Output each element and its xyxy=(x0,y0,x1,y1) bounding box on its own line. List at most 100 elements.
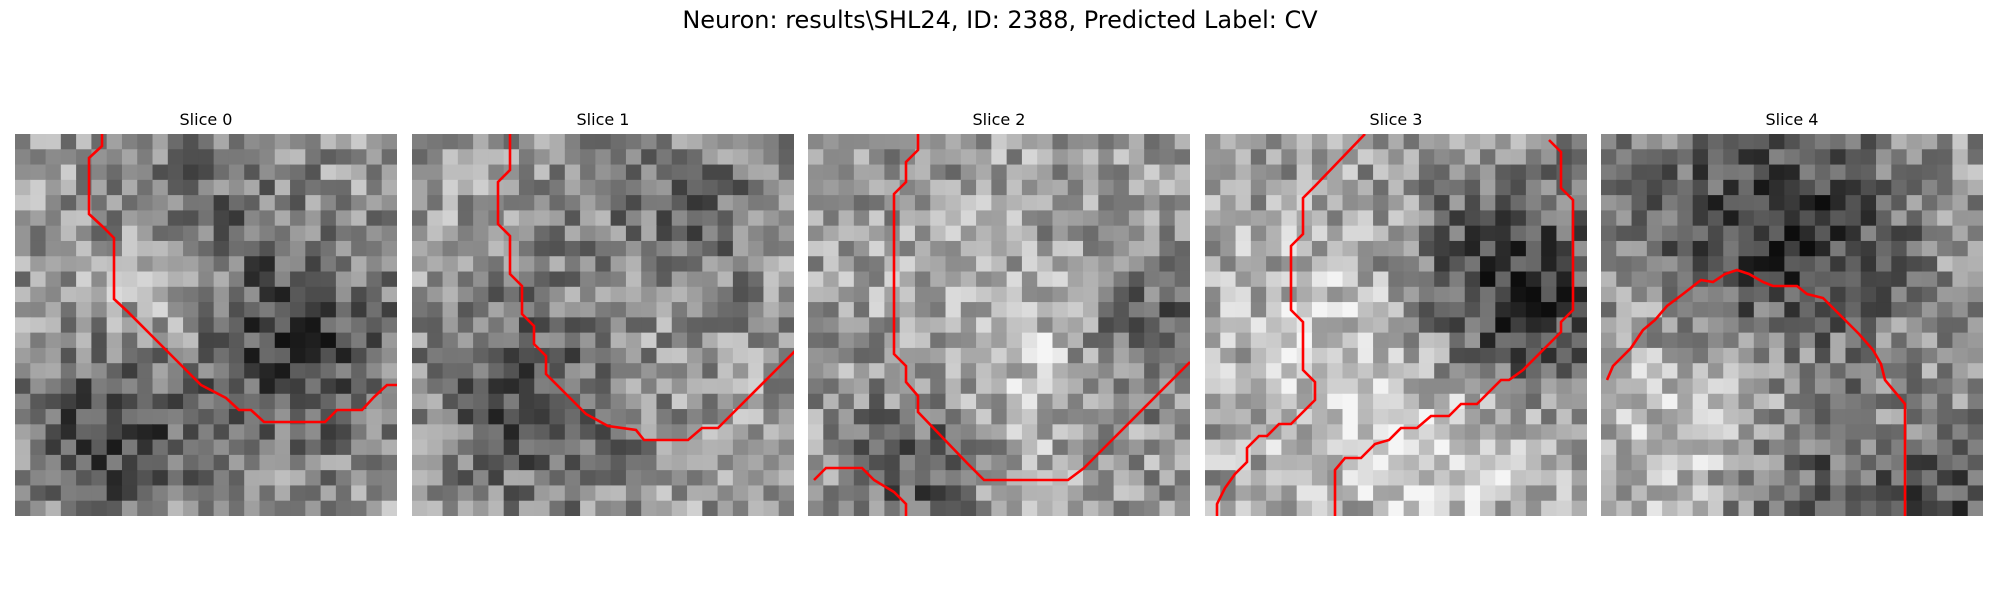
pixel xyxy=(1830,256,1847,273)
pixel xyxy=(503,500,520,516)
pixel xyxy=(671,179,688,196)
pixel xyxy=(274,240,291,257)
pixel xyxy=(1327,378,1344,395)
pixel xyxy=(1967,424,1983,441)
pixel xyxy=(1631,286,1648,303)
pixel xyxy=(15,393,31,410)
pixel xyxy=(914,363,931,380)
pixel xyxy=(884,454,901,471)
pixel xyxy=(1113,317,1130,334)
pixel xyxy=(1327,256,1344,273)
pixel xyxy=(1388,179,1405,196)
pixel xyxy=(1738,164,1755,181)
pixel xyxy=(1860,164,1877,181)
pixel xyxy=(778,225,794,242)
pixel xyxy=(1495,302,1512,318)
pixel xyxy=(15,225,31,242)
pixel xyxy=(30,149,47,166)
pixel xyxy=(1205,225,1221,242)
pixel xyxy=(534,347,551,364)
pixel xyxy=(259,454,276,471)
pixel xyxy=(1937,302,1954,318)
pixel xyxy=(1480,240,1496,257)
pixel xyxy=(945,271,962,288)
pixel xyxy=(1601,317,1617,334)
pixel xyxy=(1037,454,1054,471)
pixel xyxy=(1205,347,1221,364)
pixel xyxy=(656,256,673,273)
pixel xyxy=(30,500,47,516)
pixel xyxy=(610,149,627,166)
pixel xyxy=(1205,470,1221,487)
pixel xyxy=(991,363,1008,380)
pixel xyxy=(1556,240,1573,257)
pixel xyxy=(1205,179,1221,196)
pixel xyxy=(1037,302,1054,318)
pixel xyxy=(853,256,870,273)
pixel xyxy=(1510,485,1527,502)
pixel xyxy=(274,393,291,410)
pixel xyxy=(366,409,383,425)
pixel xyxy=(1373,470,1389,487)
pixel xyxy=(808,363,824,380)
pixel xyxy=(1921,286,1938,303)
pixel xyxy=(1021,317,1038,334)
pixel xyxy=(1525,378,1542,395)
pixel xyxy=(549,240,566,257)
pixel xyxy=(960,149,977,166)
pixel xyxy=(656,317,673,334)
pixel xyxy=(580,210,596,227)
pixel xyxy=(106,164,123,181)
pixel xyxy=(1707,363,1724,380)
pixel xyxy=(732,179,749,196)
pixel xyxy=(457,485,474,502)
pixel xyxy=(625,286,642,303)
pixel xyxy=(412,485,428,502)
pixel xyxy=(1541,149,1558,166)
pixel xyxy=(1601,485,1617,502)
pixel xyxy=(381,393,397,410)
pixel xyxy=(1707,393,1724,410)
pixel xyxy=(1906,439,1923,456)
pixel xyxy=(1311,240,1328,257)
pixel xyxy=(1769,378,1785,395)
pixel xyxy=(198,485,215,502)
pixel xyxy=(610,470,627,487)
pixel xyxy=(1250,210,1267,227)
pixel xyxy=(1616,424,1633,441)
pixel xyxy=(1738,225,1755,242)
pixel xyxy=(167,302,184,318)
pixel xyxy=(1646,363,1663,380)
pixel xyxy=(1464,134,1481,150)
pixel xyxy=(1266,485,1282,502)
pixel xyxy=(1480,302,1496,318)
pixel xyxy=(1021,393,1038,410)
pixel xyxy=(732,256,749,273)
pixel xyxy=(1281,225,1298,242)
pixel xyxy=(1571,302,1587,318)
pixel xyxy=(457,256,474,273)
pixel xyxy=(991,500,1008,516)
pixel xyxy=(1220,424,1237,441)
pixel xyxy=(91,195,108,211)
pixel xyxy=(1037,485,1054,502)
pixel xyxy=(1052,240,1069,257)
pixel xyxy=(1144,271,1161,288)
pixel xyxy=(899,409,916,425)
pixel xyxy=(1480,225,1496,242)
pixel xyxy=(503,302,520,318)
pixel xyxy=(564,179,581,196)
pixel xyxy=(1083,409,1099,425)
pixel xyxy=(778,179,794,196)
pixel xyxy=(442,439,459,456)
pixel xyxy=(748,134,765,150)
pixel xyxy=(1098,485,1115,502)
pixel xyxy=(641,210,658,227)
pixel xyxy=(1541,332,1558,349)
pixel xyxy=(1037,271,1054,288)
pixel xyxy=(976,256,992,273)
pixel xyxy=(899,134,916,150)
pixel xyxy=(45,286,62,303)
pixel xyxy=(687,210,703,227)
pixel xyxy=(1464,454,1481,471)
